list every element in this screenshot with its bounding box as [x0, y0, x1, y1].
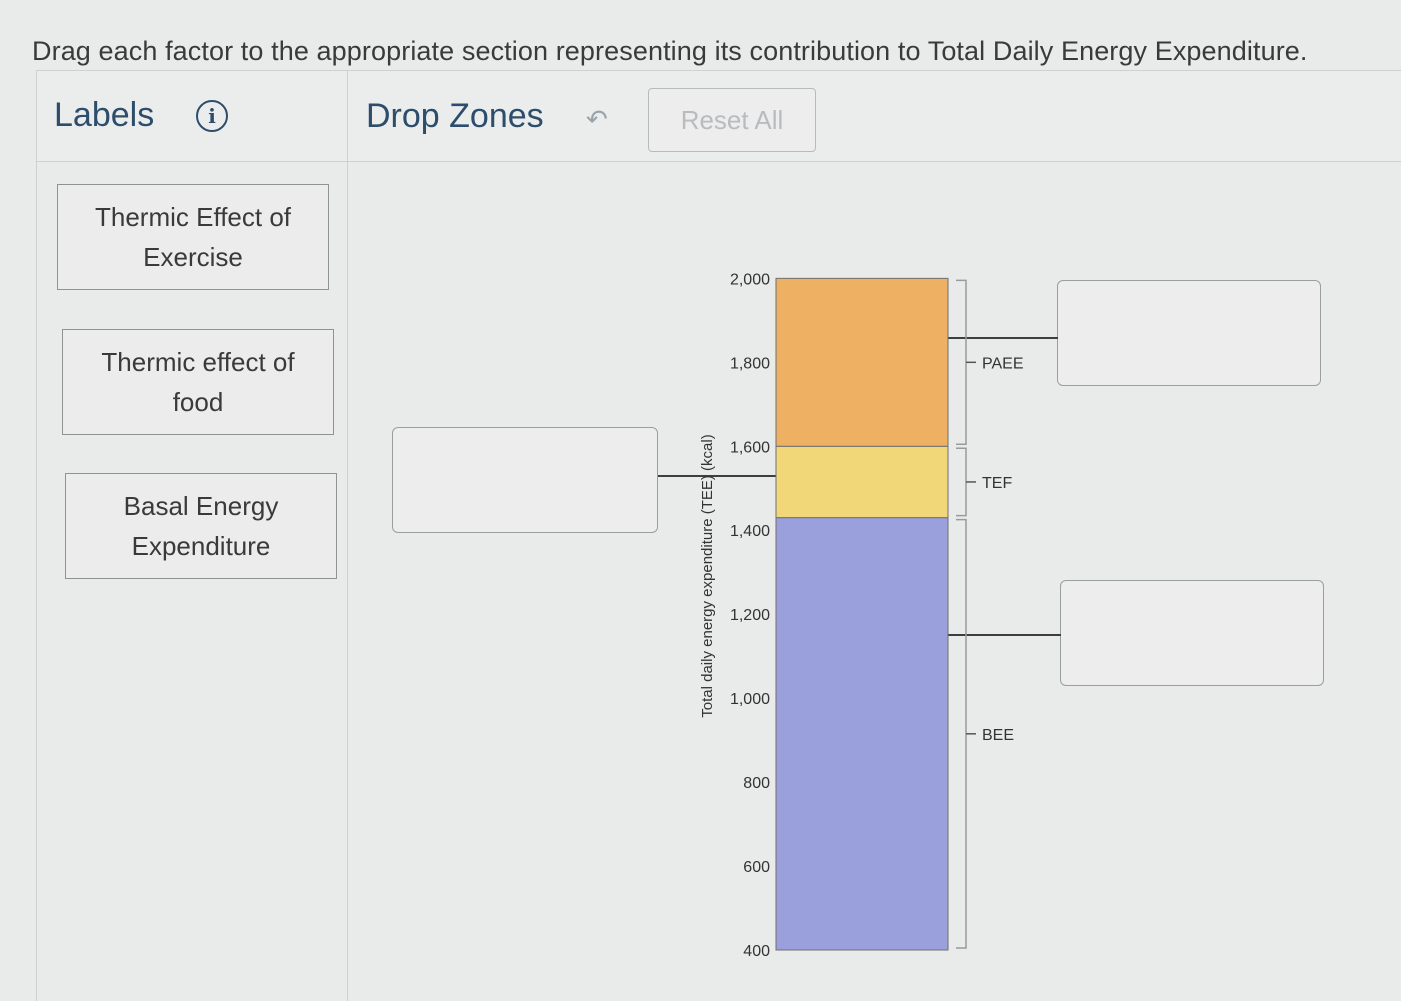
- chart-y-tick-label: 1,600: [730, 439, 770, 456]
- label-card-thermic-effect-of-exercise[interactable]: Thermic Effect of Exercise: [57, 184, 329, 290]
- label-card-line: Thermic effect of: [101, 347, 295, 377]
- dropzones-panel-title: Drop Zones: [366, 97, 544, 135]
- panel-column-divider: [347, 70, 348, 1001]
- label-card-thermic-effect-of-food[interactable]: Thermic effect of food: [62, 329, 334, 435]
- undo-arrow-icon[interactable]: ↶: [586, 104, 608, 134]
- chart-bracket-paee: [956, 279, 967, 446]
- chart-bar-segment-paee: [775, 277, 949, 447]
- chart-bar-segment-bee: [775, 517, 949, 951]
- chart-y-tick-label: 600: [743, 859, 770, 876]
- label-card-line: Expenditure: [131, 531, 271, 561]
- chart-bar-segments: [775, 277, 949, 951]
- instruction-text: Drag each factor to the appropriate sect…: [32, 36, 1308, 66]
- chart-y-tick-label: 1,200: [730, 607, 770, 624]
- connector-line-tef: [658, 475, 866, 477]
- label-card-line: Exercise: [143, 242, 243, 272]
- chart-bracket-tef: [956, 447, 967, 517]
- chart-y-tick-label: 400: [743, 943, 770, 960]
- chart-y-ticks: 2,000 1,800 1,600 1,400 1,200 1,000 800 600 400: [730, 271, 770, 960]
- label-card-basal-energy-expenditure[interactable]: Basal Energy Expenditure: [65, 473, 337, 579]
- chart-segment-label-bee: BEE: [982, 727, 1014, 744]
- chart-y-tick-label: 800: [743, 775, 770, 792]
- chart-bracket-bee: [956, 518, 967, 949]
- chart-y-tick-label: 1,000: [730, 691, 770, 708]
- reset-all-button[interactable]: Reset All: [648, 88, 816, 152]
- connector-line-paee: [848, 337, 1058, 339]
- label-card-line: Thermic Effect of: [94, 202, 292, 232]
- chart-y-tick-label: 1,400: [730, 523, 770, 540]
- chart-bar-segment-tef: [775, 445, 949, 519]
- drop-zone-tef[interactable]: [392, 427, 658, 533]
- drop-zone-paee[interactable]: [1057, 280, 1321, 386]
- label-card-line: Basal Energy: [123, 491, 279, 521]
- tee-stacked-bar-chart: Total daily energy expenditure (TEE) (kc…: [699, 271, 1024, 960]
- chart-y-tick-label: 1,800: [730, 355, 770, 372]
- drop-zone-bee[interactable]: [1060, 580, 1324, 686]
- info-icon[interactable]: i: [196, 100, 228, 132]
- connector-line-bee: [866, 634, 1061, 636]
- labels-panel-title: Labels: [54, 96, 155, 134]
- chart-segment-brackets: BEE TEF PAEE: [956, 279, 1024, 949]
- label-card-line: food: [172, 387, 224, 417]
- chart-y-tick-label: 2,000: [730, 271, 770, 288]
- chart-y-axis-label: Total daily energy expenditure (TEE) (kc…: [699, 434, 716, 717]
- chart-segment-label-paee: PAEE: [982, 355, 1024, 372]
- panel-left-border: [36, 70, 37, 1001]
- chart-segment-label-tef: TEF: [982, 475, 1012, 492]
